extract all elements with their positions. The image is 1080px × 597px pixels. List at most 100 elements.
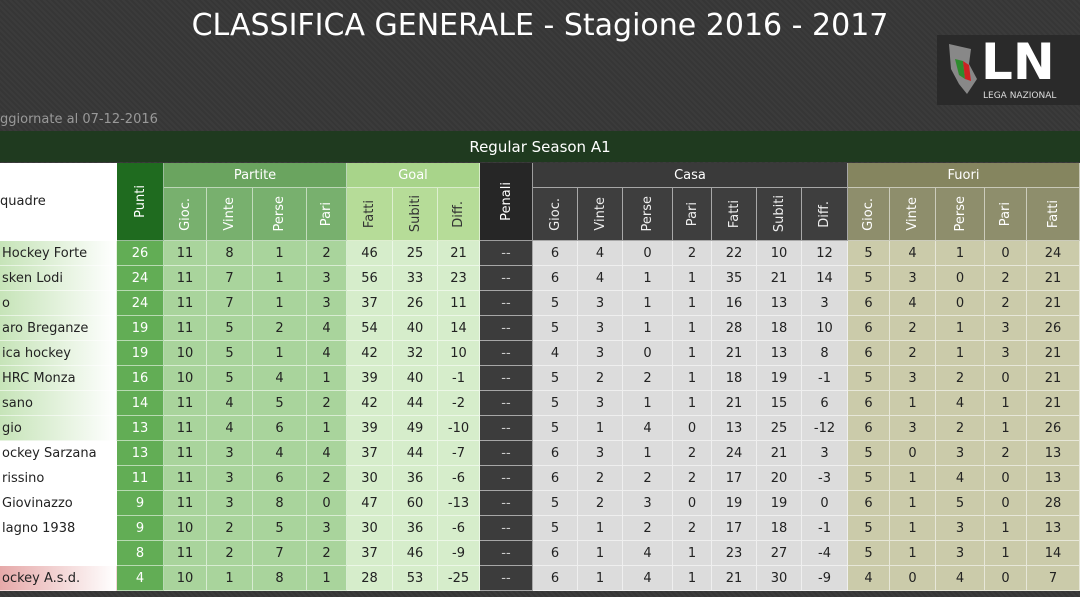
- stat-cell: 2: [985, 441, 1027, 466]
- stat-cell: 7: [207, 291, 253, 316]
- stat-cell-text: -7: [452, 445, 465, 461]
- stat-cell-text: 11: [176, 245, 194, 261]
- stat-cell-text: --: [501, 345, 511, 361]
- stat-cell: 13: [1027, 441, 1080, 466]
- group-header-text: Fuori: [947, 167, 980, 183]
- stat-cell: 5: [207, 316, 253, 341]
- stat-cell: 0: [673, 416, 712, 441]
- stat-cell-text: 0: [643, 245, 652, 261]
- stat-cell: 0: [623, 341, 673, 366]
- logo-subtext: LEGA NAZIONAL: [983, 91, 1057, 101]
- stat-cell-text: -4: [818, 545, 831, 561]
- stat-cell-text: --: [501, 495, 511, 511]
- stat-cell: 5: [533, 291, 578, 316]
- stat-cell: 18: [757, 516, 802, 541]
- stat-cell-text: 4: [643, 570, 652, 586]
- stat-cell: 0: [985, 566, 1027, 591]
- stat-cell: 0: [936, 266, 985, 291]
- stat-cell: 9: [117, 516, 164, 541]
- stat-cell: 2: [623, 516, 673, 541]
- stat-cell-text: 28: [361, 570, 378, 586]
- stat-cell-text: 21: [770, 445, 788, 461]
- stat-cell: 11: [164, 466, 207, 491]
- stat-cell-text: 22: [725, 245, 743, 261]
- stat-cell-text: 21: [725, 395, 743, 411]
- stat-cell-text: 1: [595, 520, 605, 536]
- stat-cell: 11: [164, 291, 207, 316]
- stat-cell-text: 1: [687, 370, 697, 386]
- stat-cell: 13: [1027, 466, 1080, 491]
- stat-cell-text: 2: [955, 370, 965, 386]
- stat-cell: 44: [393, 391, 438, 416]
- stat-cell: 1: [673, 391, 712, 416]
- stat-cell: 8: [253, 566, 307, 591]
- stat-cell: 27: [757, 541, 802, 566]
- stat-cell-text: 24: [725, 445, 743, 461]
- stat-cell-text: 2: [687, 470, 697, 486]
- stat-cell-text: 11: [176, 395, 194, 411]
- stat-cell: -4: [802, 541, 848, 566]
- stat-cell: 49: [393, 416, 438, 441]
- stat-cell-text: 5: [864, 370, 873, 386]
- stat-cell-text: 5: [275, 520, 284, 536]
- team-name: Hockey Forte: [0, 241, 117, 266]
- stat-cell: 2: [307, 241, 347, 266]
- stat-cell-text: 14: [1044, 545, 1062, 561]
- stat-cell-text: 3: [595, 395, 605, 411]
- stat-cell: 9: [117, 491, 164, 516]
- stat-cell: 53: [393, 566, 438, 591]
- stat-cell-text: 1: [643, 270, 652, 286]
- stat-cell-text: 42: [361, 345, 378, 361]
- stat-cell-text: 26: [1044, 320, 1062, 336]
- stat-cell: 21: [712, 341, 757, 366]
- stat-cell-text: 3: [820, 295, 829, 311]
- stat-cell: 5: [848, 241, 890, 266]
- stat-cell-text: 36: [406, 470, 424, 486]
- stat-cell-text: 13: [131, 445, 149, 461]
- stat-cell: 1: [253, 266, 307, 291]
- stat-cell: 12: [802, 241, 848, 266]
- stat-cell: 2: [207, 541, 253, 566]
- stat-cell: 1: [578, 516, 623, 541]
- stat-cell: 7: [253, 541, 307, 566]
- stat-cell: 6: [848, 416, 890, 441]
- stat-cell: 39: [347, 416, 393, 441]
- team-name-text: sken Lodi: [2, 270, 64, 286]
- stat-cell: 3: [307, 291, 347, 316]
- stat-cell: 28: [712, 316, 757, 341]
- stat-cell: 4: [936, 391, 985, 416]
- stat-cell: 14: [438, 316, 480, 341]
- column-header: Gioc.: [164, 188, 207, 241]
- stat-cell: 2: [673, 466, 712, 491]
- stat-cell-text: --: [501, 270, 511, 286]
- stat-cell-text: 17: [725, 520, 743, 536]
- stat-cell-text: 1: [643, 395, 652, 411]
- column-header: Pari: [673, 188, 712, 241]
- stat-cell-text: 4: [225, 420, 234, 436]
- stat-cell-text: 10: [770, 245, 788, 261]
- stat-cell: 1: [673, 291, 712, 316]
- stat-cell: --: [480, 291, 533, 316]
- column-header-text: Penali: [498, 182, 514, 221]
- stat-cell: 24: [712, 441, 757, 466]
- stat-cell-text: 0: [955, 295, 965, 311]
- column-header: Vinte: [207, 188, 253, 241]
- stat-cell: --: [480, 441, 533, 466]
- stat-cell-text: 25: [406, 245, 424, 261]
- stat-cell: 1: [985, 541, 1027, 566]
- column-header-text: Fatti: [726, 199, 742, 229]
- stat-cell: 5: [533, 391, 578, 416]
- column-header-text: Gioc.: [177, 197, 193, 231]
- stat-cell-text: 1: [687, 545, 697, 561]
- stat-cell: --: [480, 416, 533, 441]
- stat-cell-text: 0: [643, 345, 652, 361]
- column-header-text: Pari: [998, 201, 1013, 227]
- stat-cell-text: 19: [725, 495, 743, 511]
- stat-cell-text: -1: [818, 520, 831, 536]
- stat-cell: 6: [533, 566, 578, 591]
- stat-cell: 5: [253, 391, 307, 416]
- stat-cell-text: 23: [450, 270, 467, 286]
- stat-cell: 26: [117, 241, 164, 266]
- stat-cell: 5: [848, 441, 890, 466]
- stat-cell: 1: [623, 291, 673, 316]
